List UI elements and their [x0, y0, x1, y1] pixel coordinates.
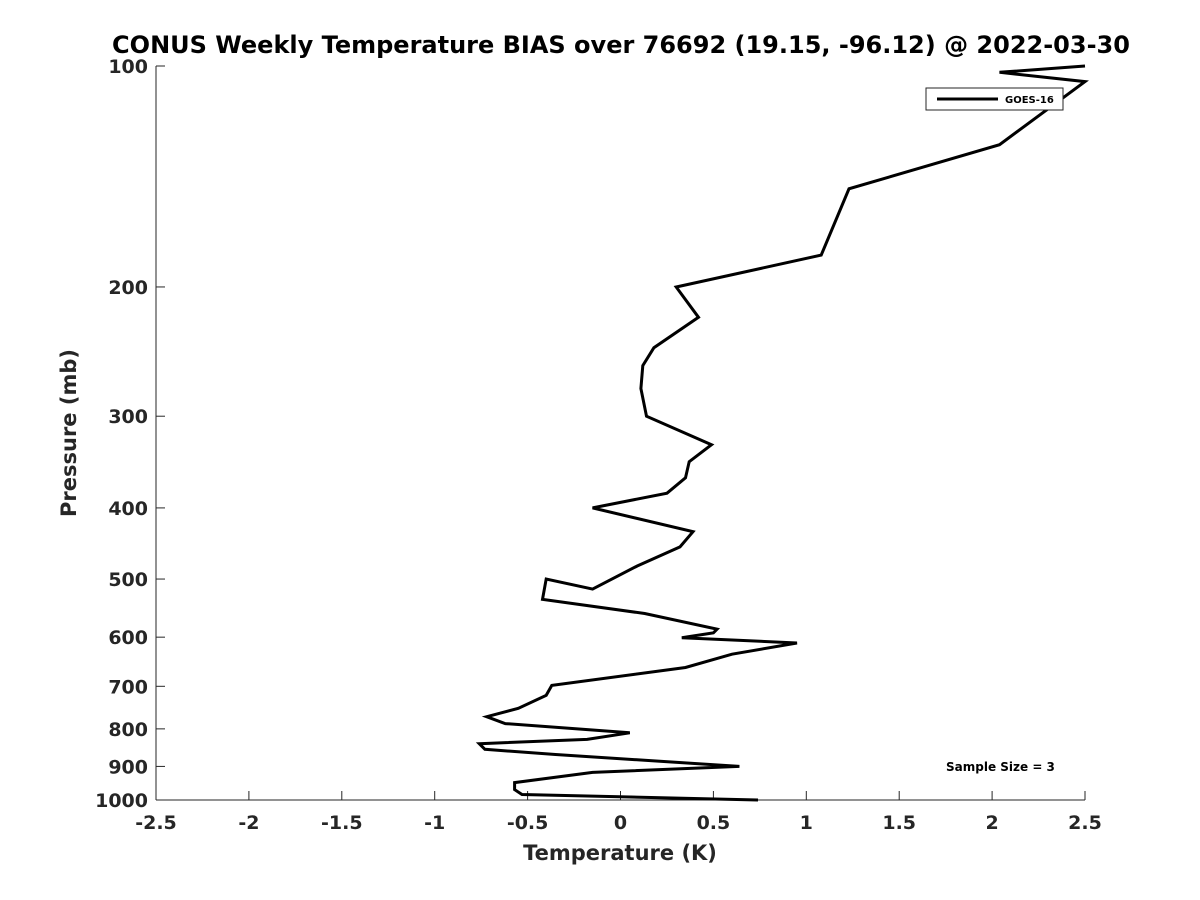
x-tick-label: 0 [614, 812, 627, 834]
x-axis: -2.5 -2 -1.5 -1 -0.5 0 0.5 1 1.5 2 2.5 [135, 791, 1102, 834]
y-tick-label: 900 [108, 756, 148, 778]
y-tick-label: 300 [108, 406, 148, 428]
y-tick-label: 400 [108, 498, 148, 520]
y-tick-label: 500 [108, 569, 148, 591]
sample-size-annotation: Sample Size = 3 [946, 760, 1055, 774]
y-tick-label: 200 [108, 277, 148, 299]
x-tick-label: 1 [800, 812, 813, 834]
series-line-goes-16 [475, 64, 1089, 802]
x-tick-label: 0.5 [697, 812, 731, 834]
x-tick-label: -2.5 [135, 812, 177, 834]
x-tick-label: 2 [985, 812, 998, 834]
series-layer [475, 64, 1089, 802]
chart-title: CONUS Weekly Temperature BIAS over 76692… [112, 31, 1130, 59]
x-tick-label: -2 [238, 812, 259, 834]
y-axis: 100 200 300 400 500 600 700 800 900 1000 [95, 56, 165, 812]
x-tick-label: 1.5 [882, 812, 916, 834]
y-tick-label: 800 [108, 719, 148, 741]
legend: GOES-16 [925, 87, 1064, 111]
x-tick-label: -0.5 [507, 812, 549, 834]
x-tick-label: -1.5 [321, 812, 363, 834]
y-tick-label: 100 [108, 56, 148, 78]
x-tick-label: -1 [424, 812, 445, 834]
x-axis-label: Temperature (K) [523, 841, 717, 865]
y-tick-label: 600 [108, 627, 148, 649]
y-tick-label: 1000 [95, 790, 148, 812]
y-axis-label: Pressure (mb) [57, 349, 81, 517]
x-tick-label: 2.5 [1068, 812, 1102, 834]
y-tick-label: 700 [108, 676, 148, 698]
legend-label-goes-16: GOES-16 [1005, 95, 1054, 106]
